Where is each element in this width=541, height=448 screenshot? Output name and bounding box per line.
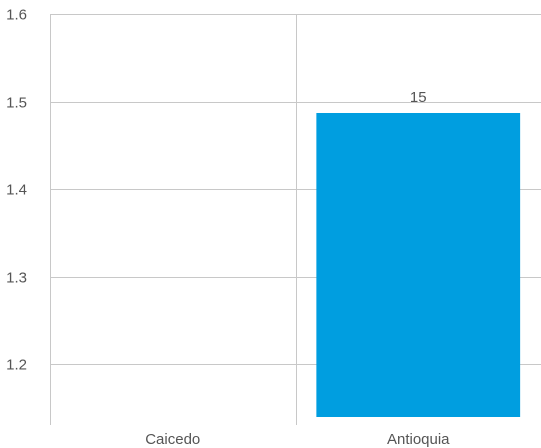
bars (316, 112, 521, 417)
bar-data-label: 15 (410, 89, 427, 106)
bar (316, 112, 521, 417)
x-tick-label: Antioquia (387, 431, 450, 448)
x-tick-label: Caicedo (145, 431, 200, 448)
y-tick-label: 1.4 (6, 182, 27, 199)
y-tick-label: 1.6 (6, 7, 27, 24)
labels: 1.2 1.3 1.4 1.5 1.6 Caicedo 15 Antioquia (6, 7, 450, 448)
y-tick-label: 1.2 (6, 357, 27, 374)
gridlines (50, 14, 541, 425)
y-tick-label: 1.5 (6, 95, 27, 112)
y-tick-label: 1.3 (6, 270, 27, 287)
